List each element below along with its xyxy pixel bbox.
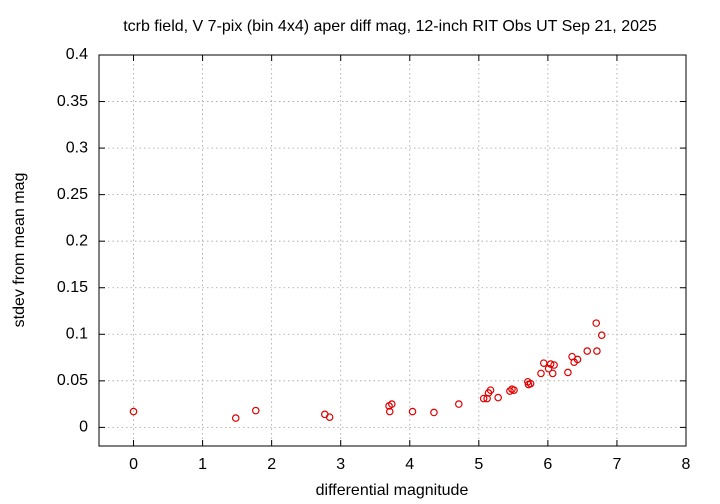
y-tick-label: 0.25	[57, 186, 88, 203]
data-point	[129, 407, 138, 416]
y-tick-label: 0.35	[57, 93, 88, 110]
data-point	[548, 369, 557, 378]
x-tick-label: 5	[474, 456, 483, 473]
y-tick-label: 0.05	[57, 372, 88, 389]
data-point	[506, 387, 514, 395]
x-tick-label: 4	[405, 456, 414, 473]
y-tick-label: 0.2	[66, 232, 88, 249]
data-point	[388, 400, 396, 408]
x-tick-label: 3	[336, 456, 345, 473]
data-point	[597, 331, 606, 340]
x-tick-label: 0	[129, 456, 138, 473]
data-point	[408, 407, 417, 416]
y-axis-label: stdev from mean mag	[11, 173, 28, 328]
data-point	[539, 359, 548, 367]
data-point	[479, 394, 488, 403]
data-point	[231, 414, 240, 422]
y-tick-label: 0	[79, 419, 88, 436]
data-point	[544, 364, 553, 373]
data-point	[526, 379, 535, 388]
chart-title: tcrb field, V 7-pix (bin 4x4) aper diff …	[123, 18, 657, 35]
data-point	[494, 393, 502, 402]
data-point	[573, 355, 582, 364]
data-point	[550, 361, 558, 369]
data-point	[593, 347, 601, 355]
x-tick-label: 6	[543, 456, 552, 473]
x-tick-label: 7	[612, 456, 621, 473]
plot-frame	[98, 54, 687, 447]
data-point	[454, 400, 463, 408]
y-tick-label: 0.15	[57, 279, 88, 296]
x-tick-label: 1	[198, 456, 207, 473]
data-point	[430, 408, 438, 417]
data-point	[564, 368, 572, 377]
data-point	[325, 413, 334, 421]
data-point	[592, 319, 601, 327]
data-point	[546, 360, 555, 368]
data-point	[486, 386, 495, 394]
x-axis-label: differential magnitude	[316, 482, 469, 499]
x-tick-label: 8	[682, 456, 691, 473]
data-point	[537, 369, 545, 378]
y-tick-label: 0.3	[66, 139, 88, 156]
data-point	[510, 386, 518, 394]
data-point	[251, 406, 260, 415]
y-tick-label: 0.4	[66, 46, 88, 63]
data-point	[583, 347, 592, 355]
x-tick-label: 2	[267, 456, 276, 473]
y-tick-label: 0.1	[66, 326, 88, 343]
data-point	[385, 407, 394, 416]
